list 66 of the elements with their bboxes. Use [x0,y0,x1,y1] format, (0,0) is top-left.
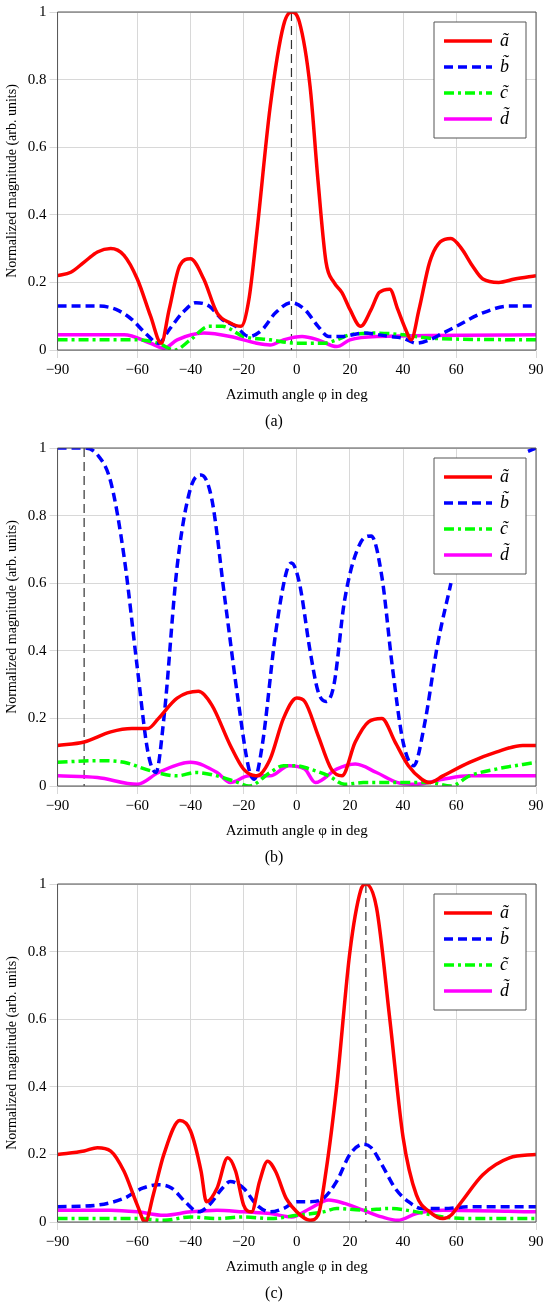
x-tick-label: 0 [293,796,301,813]
y-tick-label: 0.8 [27,942,47,959]
x-tick-label: −60 [125,360,150,377]
legend-label: b̃ [500,491,510,512]
text: (a) [264,411,284,432]
x-tick-label: −60 [125,1232,150,1249]
y-tick-label: 0.6 [27,138,48,155]
y-tick-label: 0 [39,776,47,793]
text: (b) [263,847,285,868]
x-tick-label: 20 [342,360,358,377]
legend-label: b̃ [500,927,510,948]
x-tick-label: −20 [231,360,256,377]
x-tick-label: 40 [395,1232,411,1249]
x-tick-label: −20 [231,796,256,813]
y-axis-title: Normalized magnitude (arb. units) [4,83,21,278]
y-tick-label: 0 [39,340,47,357]
y-tick-label: 0.2 [27,709,47,726]
x-tick-label: −90 [45,360,70,377]
legend-label: c̃ [500,81,510,102]
legend-label: d̃ [500,543,511,564]
x-tick-label: −60 [125,796,150,813]
x-tick-label: 20 [342,1232,358,1249]
y-axis-title: Normalized magnitude (arb. units) [4,519,21,714]
legend-label: d̃ [500,979,511,1000]
x-tick-label: 60 [448,1232,464,1249]
x-tick-label: 20 [342,796,358,813]
x-tick-label: 90 [528,1232,544,1249]
y-tick-label: 0 [39,1212,47,1229]
x-axis-title: Azimuth angle φ in deg [225,1257,369,1274]
x-tick-label: 60 [448,360,464,377]
x-axis-title: Azimuth angle φ in deg [225,821,369,838]
legend-label: ã [500,29,509,50]
x-tick-label: −40 [178,796,203,813]
y-axis-title: Normalized magnitude (arb. units) [4,955,21,1150]
y-tick-label: 0.6 [27,574,48,591]
x-tick-label: −40 [178,360,203,377]
x-tick-label: −20 [231,1232,256,1249]
x-tick-label: −90 [45,796,70,813]
x-tick-label: −40 [178,1232,203,1249]
y-tick-label: 0.8 [27,506,47,523]
x-tick-label: −90 [45,1232,70,1249]
text: (c) [264,1283,284,1304]
x-tick-label: 0 [293,360,301,377]
y-tick-label: 0.4 [27,205,48,222]
x-tick-label: 60 [448,796,464,813]
y-tick-label: 0.2 [27,1145,47,1162]
y-tick-label: 0.4 [27,641,48,658]
y-tick-label: 0.8 [27,70,47,87]
x-axis-title: Azimuth angle φ in deg [225,385,369,402]
legend-label: b̃ [500,55,510,76]
legend-label: ã [500,465,509,486]
y-tick-label: 1 [39,874,47,891]
y-tick-label: 0.2 [27,273,47,290]
y-tick-label: 1 [39,2,47,19]
x-tick-label: 40 [395,796,411,813]
x-tick-label: 90 [528,360,544,377]
legend-label: ã [500,901,509,922]
x-tick-label: 90 [528,796,544,813]
x-tick-label: 0 [293,1232,301,1249]
legend-label: c̃ [500,517,510,538]
legend-label: c̃ [500,953,510,974]
x-tick-label: 40 [395,360,411,377]
y-tick-label: 0.6 [27,1010,48,1027]
y-tick-label: 1 [39,438,47,455]
y-tick-label: 0.4 [27,1077,48,1094]
legend-label: d̃ [500,107,511,128]
